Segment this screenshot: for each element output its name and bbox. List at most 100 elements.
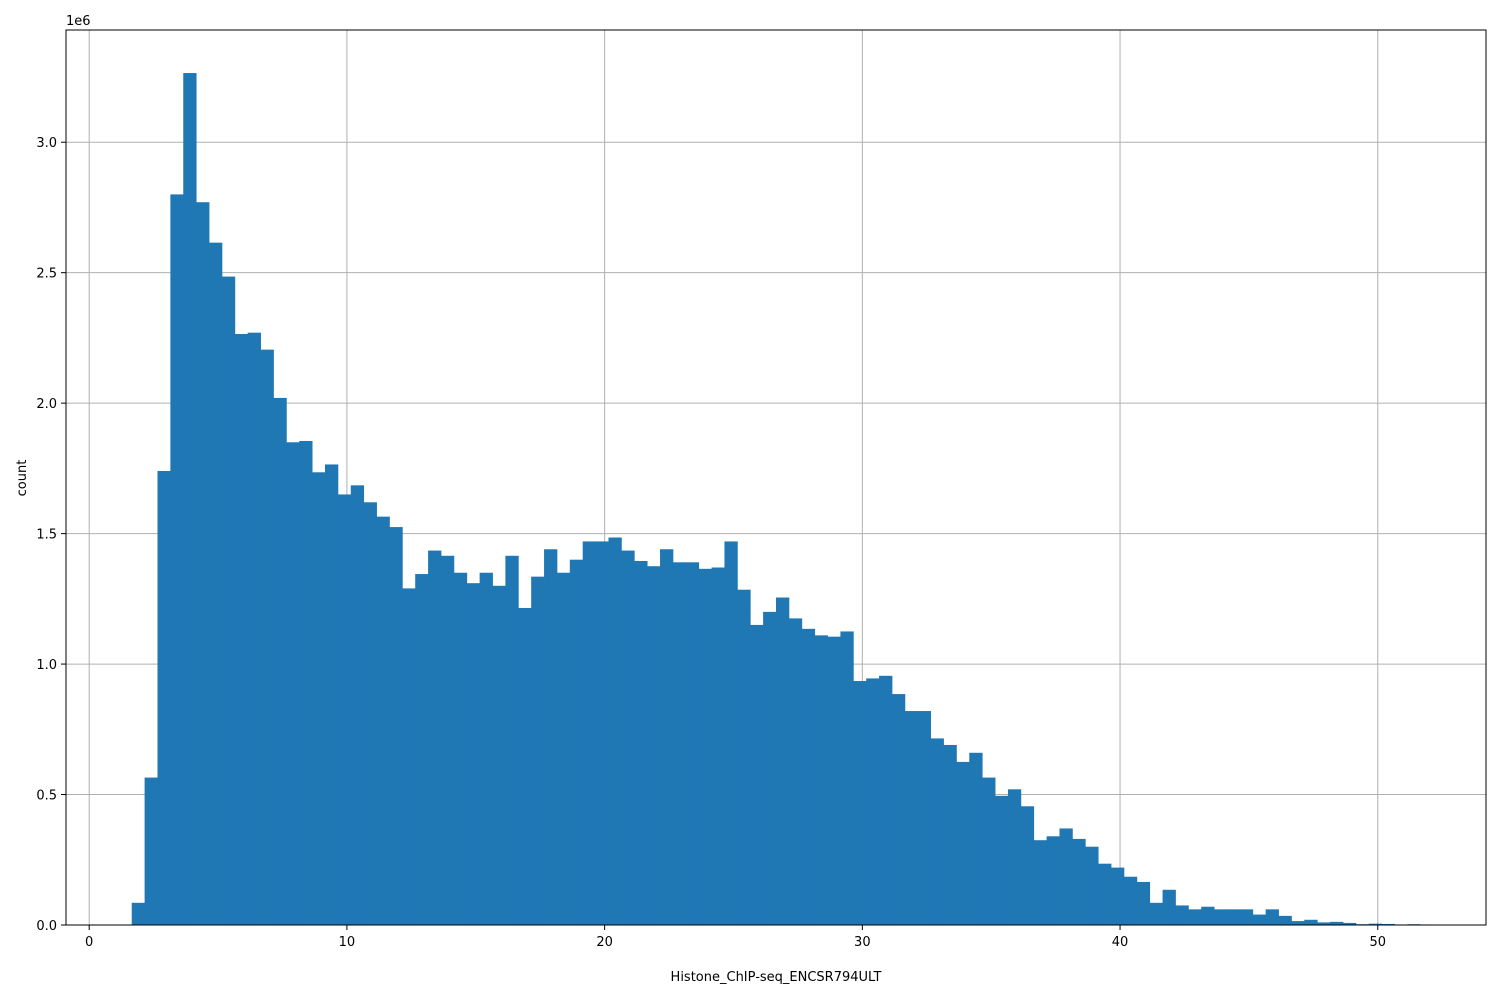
histogram-bar [1020,806,1035,925]
histogram-bar [917,711,932,925]
histogram-bar [1252,914,1267,925]
histogram-bar [1291,921,1305,925]
y-tick-label: 1.5 [36,528,57,543]
histogram-bar [1085,846,1099,925]
histogram-bar [479,572,493,925]
histogram-bar [312,472,326,925]
histogram-bar [827,636,841,925]
axis-ticks: 0 10 20 30 40 50 0.0 0.5 1.0 1.5 2.0 2.5 3.0 [36,136,1386,950]
histogram-bar [453,572,468,925]
histogram-bar [376,516,390,925]
histogram-bar [801,628,816,925]
histogram-bar [196,202,210,925]
histogram-bar [1059,828,1073,925]
histogram-bar [1072,838,1086,925]
histogram-bar [131,902,146,925]
histogram-bar [1239,909,1254,925]
histogram-bar [1188,909,1202,925]
histogram-bar [776,597,790,925]
histogram-bar [685,562,700,925]
histogram-bar [1368,923,1383,925]
histogram-bar [737,589,751,925]
y-tick-label: 0.0 [36,919,57,934]
histogram-bar [866,678,880,925]
histogram-bar [943,744,957,925]
histogram-bar [1136,881,1151,925]
histogram-bar [544,549,558,925]
histogram-bar [1149,902,1163,925]
histogram-bar [170,194,184,925]
histogram-bar [273,397,287,925]
histogram-bar [1304,919,1318,925]
y-axis-label: count [15,460,30,497]
histogram-bar [1278,915,1292,925]
y-tick-label: 1.0 [36,658,57,673]
histogram-bar [930,738,944,925]
y-axis-offset-label: 1e6 [66,14,91,29]
histogram-bar [1265,909,1279,925]
histogram-bar [221,276,236,925]
histogram-bar [337,494,352,925]
histogram-bar [1162,889,1176,925]
histogram-bar [363,502,377,925]
histogram-bar [621,550,635,925]
histogram-bar [183,73,197,925]
histogram-bar [415,574,429,925]
histogram-bar [711,567,725,925]
histogram-bar [286,442,300,925]
histogram-bar [1098,863,1112,925]
histogram-bar [440,555,455,925]
histogram-bar [1381,923,1395,925]
histogram-bar [531,576,545,925]
histogram-bar [1007,789,1022,925]
histogram-bar [209,242,223,926]
histogram-bar [466,583,481,925]
histogram-bar [389,527,403,925]
histogram-bar [1175,905,1189,925]
histogram-bar [840,631,854,925]
histogram-bar [672,562,687,925]
histogram-bar [350,485,365,925]
histogram-bar [660,549,674,925]
histogram-bars [131,73,1434,926]
histogram-bar [1123,876,1138,925]
histogram-bar [891,694,906,925]
y-tick-label: 2.5 [36,267,57,282]
histogram-bar [325,464,339,925]
histogram-bar [969,752,983,925]
y-tick-label: 3.0 [36,136,57,151]
histogram-bar [750,624,764,925]
histogram-bar [1330,921,1344,925]
histogram-bar [647,566,661,925]
x-tick-label: 10 [339,935,356,950]
y-tick-label: 2.0 [36,397,57,412]
histogram-bar [595,541,609,925]
x-tick-label: 50 [1369,935,1386,950]
histogram-bar [402,588,416,925]
histogram-bar [788,618,803,925]
histogram-bar [995,795,1009,925]
histogram-bar [1214,909,1228,925]
histogram-bar [299,440,313,925]
histogram-bar [556,572,571,925]
histogram-bar [1033,840,1047,925]
plot-frame [65,29,1487,926]
histogram-bar [634,560,648,925]
histogram-bar [157,470,171,925]
histogram-bar [582,541,597,925]
histogram-bar [518,607,532,925]
histogram-bar [492,585,506,925]
x-axis-label: Histone_ChIP-seq_ENCSR794ULT [671,970,882,985]
histogram-bar [1046,836,1060,925]
histogram-bar [724,541,738,925]
x-tick-label: 40 [1112,935,1129,950]
histogram-bar [1201,906,1215,925]
x-tick-label: 20 [596,935,613,950]
histogram-bar [1342,922,1357,925]
y-tick-label: 0.5 [36,789,57,804]
histogram-bar [1226,909,1241,925]
histogram-bar [247,332,261,925]
histogram-bar [956,761,970,925]
